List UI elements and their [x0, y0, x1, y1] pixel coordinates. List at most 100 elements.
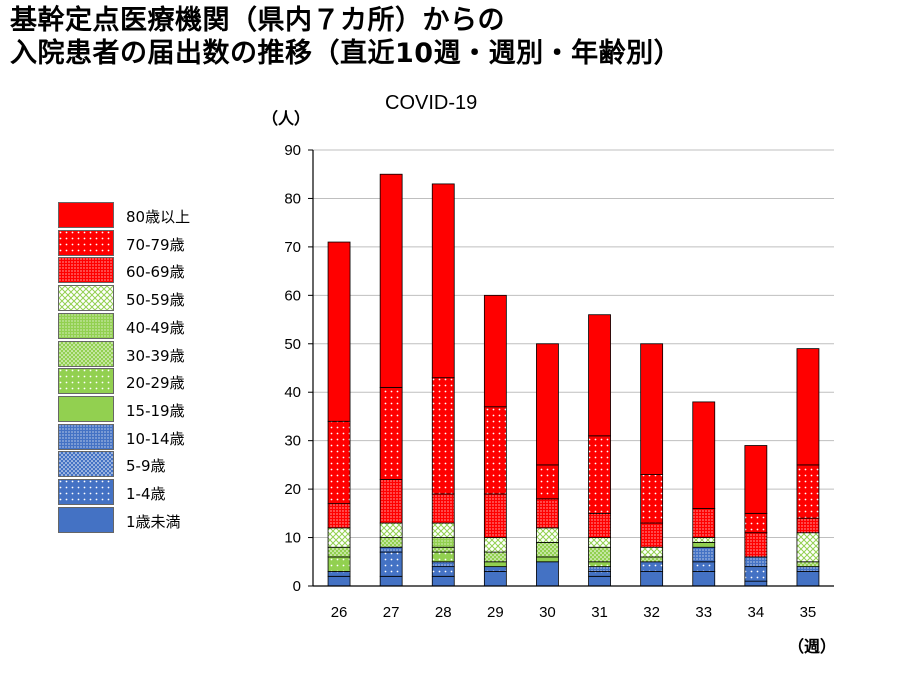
- legend-swatch: [58, 506, 114, 533]
- y-tick-label: 30: [284, 433, 301, 450]
- bar-segment: [588, 575, 611, 587]
- bar-segment: [431, 493, 455, 524]
- bar-segment: [431, 377, 455, 495]
- x-axis-label: （週）: [788, 637, 837, 656]
- legend-label: 10-14歳: [126, 429, 185, 448]
- legend-swatch: [58, 395, 114, 422]
- legend-label: 1歳未満: [126, 512, 181, 531]
- legend-label: 20-29歳: [126, 374, 185, 393]
- chart-bars: [327, 173, 820, 587]
- bar-segment: [640, 556, 664, 563]
- bar-segment: [536, 542, 559, 558]
- y-tick-label: 40: [284, 384, 301, 401]
- bar-segment: [379, 522, 403, 538]
- bar-segment: [431, 522, 455, 538]
- bar-segment: [588, 546, 611, 563]
- legend-label: 30-39歳: [126, 346, 185, 365]
- bar-segment: [744, 512, 768, 534]
- x-tick-label: 34: [748, 604, 765, 621]
- bar-segment: [640, 474, 664, 524]
- legend-label: 40-49歳: [126, 318, 185, 337]
- legend-item: 1-4歳: [58, 479, 298, 505]
- bar-segment: [588, 561, 611, 568]
- bar-segment: [796, 464, 820, 519]
- legend-swatch: [58, 423, 114, 450]
- x-tick-label: 28: [435, 604, 452, 621]
- bar-segment: [483, 566, 507, 572]
- bar-segment: [379, 479, 403, 524]
- bar-segment: [640, 561, 664, 572]
- bar-segment: [483, 294, 507, 408]
- chart-title-line-2: 入院患者の届出数の推移（直近10週・週別・年齢別）: [10, 38, 682, 69]
- bar-segment: [483, 493, 507, 538]
- x-tick-label: 30: [539, 604, 556, 621]
- x-tick-label: 26: [331, 604, 348, 621]
- legend-swatch: [58, 229, 114, 256]
- bar-segment: [692, 508, 716, 538]
- y-tick-label: 50: [284, 336, 301, 353]
- bar-segment: [692, 537, 716, 543]
- bar-segment: [327, 420, 351, 505]
- legend-item: 10-14歳: [58, 423, 298, 450]
- bar-segment: [379, 546, 403, 553]
- x-tick-label: 35: [800, 604, 817, 621]
- bar-segment: [431, 183, 455, 379]
- bar-segment: [483, 406, 507, 495]
- bar-segment: [431, 561, 455, 568]
- legend-swatch: [58, 479, 114, 505]
- legend-item: 50-59歳: [58, 285, 298, 312]
- bar-segment: [431, 551, 455, 563]
- bar-segment: [327, 503, 351, 529]
- legend-item: 1歳未満: [58, 506, 298, 533]
- bar-segment: [796, 517, 820, 534]
- bar-segment: [536, 556, 559, 563]
- bar-segment: [431, 575, 455, 587]
- chart-subtitle: COVID-19: [385, 92, 478, 114]
- bar-segment: [744, 580, 768, 587]
- bar-segment: [692, 401, 716, 509]
- bar-segment: [327, 571, 351, 577]
- legend-swatch: [58, 202, 114, 228]
- bar-segment: [692, 546, 716, 563]
- legend-label: 1-4歳: [126, 485, 166, 503]
- bar-segment: [379, 386, 403, 480]
- bar-segment: [588, 512, 611, 538]
- legend-label: 70-79歳: [126, 235, 185, 254]
- legend-swatch: [58, 368, 114, 395]
- bar-segment: [744, 566, 768, 582]
- chart-axes: 0 10 20 30 40 50 60 70 80 90 26 27 28 29 30 31 32 33 34 35: [284, 142, 834, 621]
- bar-segment: [379, 173, 403, 388]
- bar-segment: [483, 537, 507, 553]
- legend-label: 50-59歳: [126, 291, 185, 310]
- bar-segment: [744, 532, 768, 558]
- y-tick-label: 80: [284, 190, 301, 207]
- bar-segment: [692, 571, 716, 587]
- legend-label: 60-69歳: [126, 263, 185, 282]
- chart-title-line-1: 基幹定点医療機関（県内７カ所）からの: [10, 5, 505, 36]
- bar-segment: [796, 532, 820, 563]
- bar-segment: [536, 561, 559, 587]
- legend-label: 5-9歳: [126, 457, 166, 476]
- bar-segment: [588, 571, 611, 577]
- bar-segment: [744, 556, 768, 568]
- bar-segment: [536, 464, 559, 500]
- bar-segment: [327, 241, 351, 422]
- legend-item: 20-29歳: [58, 368, 298, 395]
- bar-segment: [536, 527, 559, 543]
- chart-title: 基幹定点医療機関（県内７カ所）からの 入院患者の届出数の推移（直近10週・週別・…: [10, 4, 681, 70]
- bar-segment: [327, 575, 351, 587]
- bar-segment: [744, 445, 768, 514]
- bar-segment: [796, 561, 820, 568]
- bar-segment: [327, 546, 351, 558]
- bar-segment: [640, 571, 664, 587]
- bar-segment: [483, 571, 507, 587]
- legend-item: 70-79歳: [58, 229, 298, 256]
- legend-swatch: [58, 257, 114, 284]
- bar-segment: [588, 566, 611, 572]
- y-axis-label: （人）: [262, 109, 311, 128]
- y-tick-label: 90: [284, 142, 301, 159]
- x-tick-label: 33: [695, 604, 712, 621]
- bar-segment: [796, 348, 820, 466]
- legend-swatch: [58, 312, 114, 339]
